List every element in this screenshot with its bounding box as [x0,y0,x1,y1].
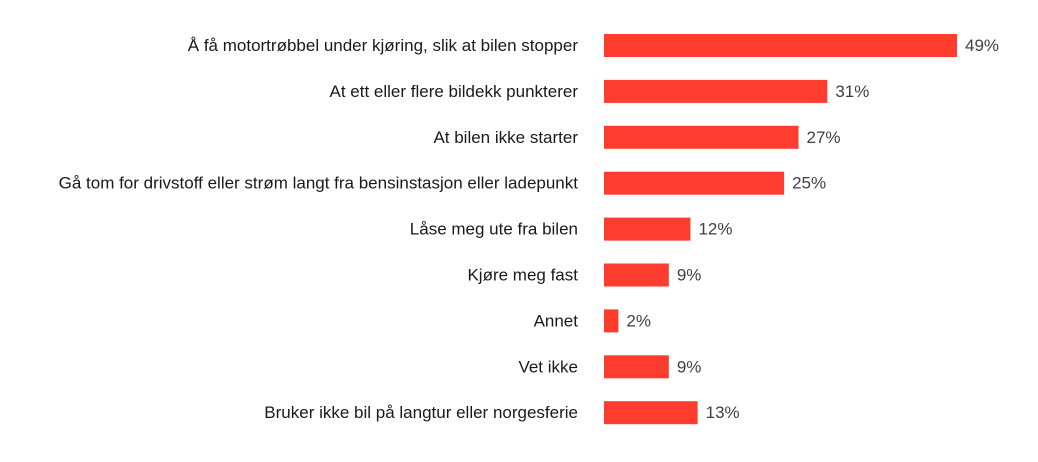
category-label: Kjøre meg fast [467,266,578,285]
category-label: At bilen ikke starter [433,128,578,147]
bar [604,79,828,103]
value-label: 13% [706,403,740,422]
bar [604,34,957,57]
bar [604,401,698,425]
bar [604,309,619,333]
value-label: 49% [965,36,999,55]
category-labels: Å få motortrøbbel under kjøring, slik at… [59,36,579,422]
value-label: 27% [807,128,841,147]
category-label: At ett eller flere bildekk punkterer [329,82,578,101]
category-label: Låse meg ute fra bilen [410,220,578,239]
value-label: 25% [792,174,826,193]
bars [604,34,957,425]
category-label: Annet [534,311,579,330]
value-label: 12% [698,220,732,239]
value-label: 31% [835,82,869,101]
bar [604,355,669,379]
value-label: 9% [677,357,702,376]
value-labels: 49% 31% 27% 25% 12% 9% 2% 9% 13% [626,36,999,422]
bar [604,171,785,195]
bar [604,217,691,241]
bar [604,263,669,287]
value-label: 2% [626,311,651,330]
value-label: 9% [677,266,702,285]
category-label: Gå tom for drivstoff eller strøm langt f… [59,174,579,193]
category-label: Bruker ikke bil på langtur eller norgesf… [264,403,578,422]
category-label: Vet ikke [518,357,578,376]
bar [604,125,799,149]
category-label: Å få motortrøbbel under kjøring, slik at… [188,36,579,55]
